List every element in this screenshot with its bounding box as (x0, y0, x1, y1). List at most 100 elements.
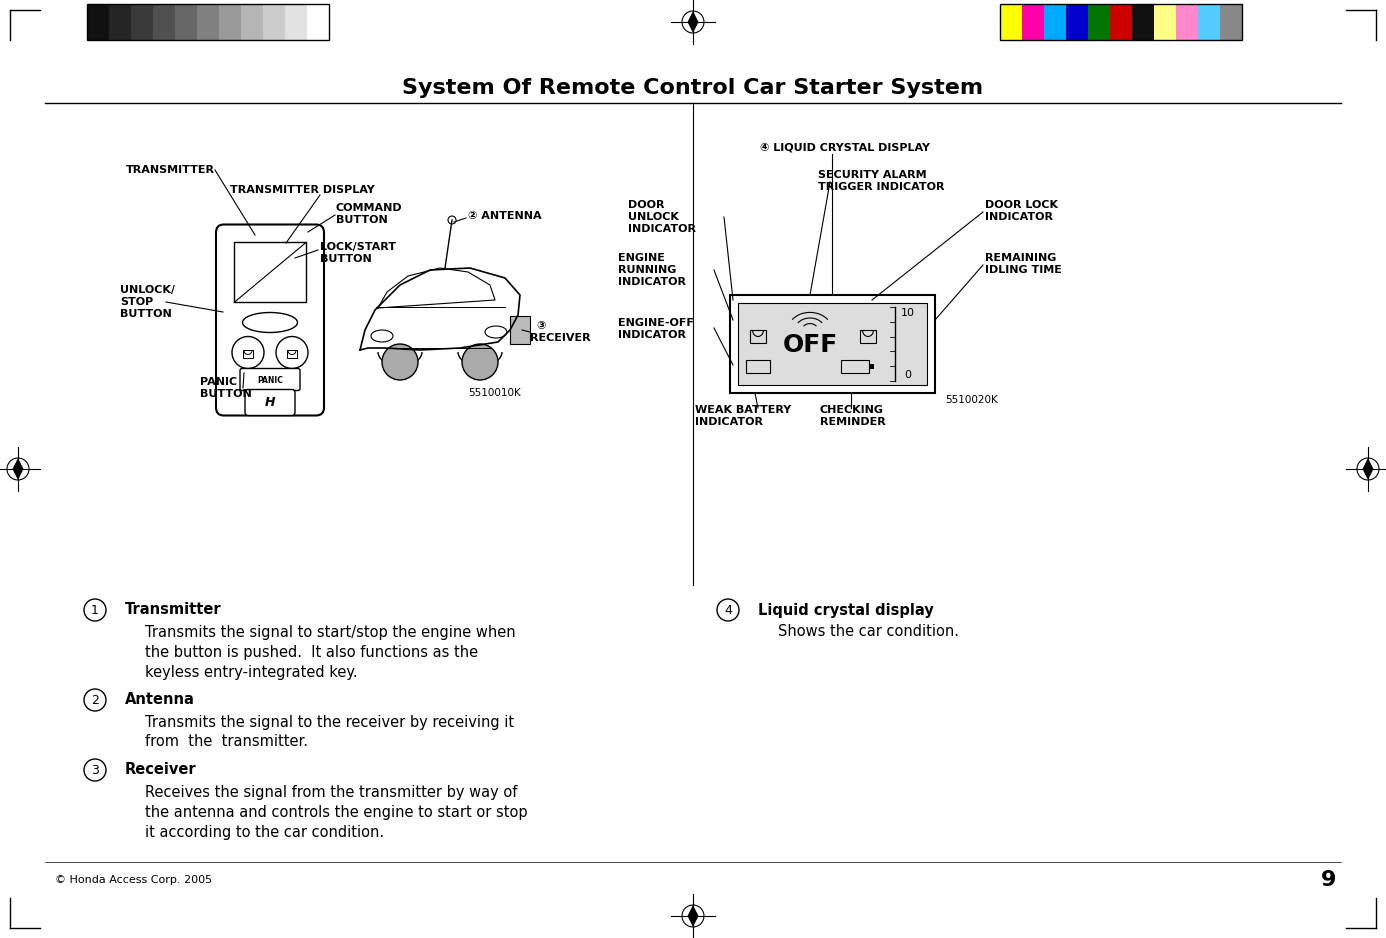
Ellipse shape (243, 312, 298, 332)
Text: IDLING TIME: IDLING TIME (985, 265, 1062, 275)
Polygon shape (687, 11, 699, 33)
Text: keyless entry-integrated key.: keyless entry-integrated key. (146, 664, 358, 679)
Text: BUTTON: BUTTON (121, 309, 172, 319)
Text: 3: 3 (91, 764, 98, 777)
Text: SECURITY ALARM: SECURITY ALARM (818, 170, 927, 180)
Text: ④ LIQUID CRYSTAL DISPLAY: ④ LIQUID CRYSTAL DISPLAY (760, 143, 930, 153)
FancyBboxPatch shape (240, 369, 299, 390)
Circle shape (448, 216, 456, 224)
Bar (1001, 4, 1021, 40)
Text: Shows the car condition.: Shows the car condition. (778, 625, 959, 640)
Text: RECEIVER: RECEIVER (529, 333, 590, 343)
Text: UNLOCK/: UNLOCK/ (121, 285, 175, 295)
Text: ③: ③ (536, 321, 545, 331)
Text: 9: 9 (1321, 870, 1336, 890)
Bar (1066, 4, 1088, 40)
Text: DOOR: DOOR (628, 200, 664, 210)
Circle shape (85, 759, 105, 781)
Text: the antenna and controls the engine to start or stop: the antenna and controls the engine to s… (146, 805, 528, 820)
Bar (109, 4, 132, 40)
Text: TRIGGER INDICATOR: TRIGGER INDICATOR (818, 182, 944, 192)
Text: 4: 4 (723, 603, 732, 616)
Text: 2: 2 (91, 693, 98, 706)
Text: Receives the signal from the transmitter by way of: Receives the signal from the transmitter… (146, 784, 517, 799)
Bar (1155, 4, 1175, 40)
Bar (197, 4, 219, 40)
Ellipse shape (485, 326, 507, 338)
Text: ENGINE: ENGINE (618, 253, 665, 263)
Bar (87, 4, 328, 40)
Text: TRANSMITTER: TRANSMITTER (126, 165, 215, 175)
Bar (859, 330, 876, 343)
Text: Liquid crystal display: Liquid crystal display (758, 602, 934, 617)
Bar (1021, 4, 1044, 40)
Text: Antenna: Antenna (125, 692, 195, 707)
Text: ② ANTENNA: ② ANTENNA (468, 211, 542, 221)
Bar (1220, 4, 1242, 40)
Circle shape (85, 689, 105, 711)
Text: 10: 10 (901, 308, 915, 318)
Text: DOOR LOCK: DOOR LOCK (985, 200, 1058, 210)
Text: the button is pushed.  It also functions as the: the button is pushed. It also functions … (146, 644, 478, 659)
Text: PANIC: PANIC (256, 376, 283, 385)
Bar (241, 4, 263, 40)
Bar (869, 364, 875, 369)
Bar (737, 303, 927, 385)
Text: 1: 1 (91, 603, 98, 616)
Bar (286, 4, 308, 40)
Text: INDICATOR: INDICATOR (694, 417, 764, 427)
Text: System Of Remote Control Car Starter System: System Of Remote Control Car Starter Sys… (402, 78, 984, 98)
Circle shape (383, 344, 419, 380)
Text: PANIC: PANIC (200, 377, 237, 387)
Text: RUNNING: RUNNING (618, 265, 676, 275)
Text: STOP: STOP (121, 297, 154, 307)
Polygon shape (12, 458, 24, 480)
Bar (841, 360, 869, 373)
Polygon shape (1362, 458, 1374, 480)
Text: INDICATOR: INDICATOR (985, 212, 1053, 222)
Circle shape (717, 599, 739, 621)
FancyBboxPatch shape (216, 224, 324, 416)
Bar (308, 4, 328, 40)
Text: REMINDER: REMINDER (821, 417, 886, 427)
Bar (219, 4, 241, 40)
Bar (510, 316, 529, 344)
Text: 5510020K: 5510020K (945, 395, 998, 405)
Text: BUTTON: BUTTON (335, 215, 388, 225)
Ellipse shape (371, 330, 394, 342)
Circle shape (462, 344, 498, 380)
Bar (152, 4, 175, 40)
Text: INDICATOR: INDICATOR (628, 224, 696, 234)
Text: OFF: OFF (782, 333, 837, 357)
FancyBboxPatch shape (245, 389, 295, 416)
Circle shape (231, 337, 263, 369)
Polygon shape (687, 905, 699, 927)
Text: from  the  transmitter.: from the transmitter. (146, 734, 308, 749)
Bar (1198, 4, 1220, 40)
Text: INDICATOR: INDICATOR (618, 277, 686, 287)
Text: REMAINING: REMAINING (985, 253, 1056, 263)
Text: COMMAND: COMMAND (335, 203, 402, 213)
Bar (1044, 4, 1066, 40)
Bar (87, 4, 109, 40)
Text: BUTTON: BUTTON (320, 254, 371, 264)
Text: Transmitter: Transmitter (125, 602, 222, 617)
Text: Transmits the signal to the receiver by receiving it: Transmits the signal to the receiver by … (146, 715, 514, 730)
Bar (750, 330, 766, 343)
Bar (287, 351, 297, 358)
Bar (1175, 4, 1198, 40)
Text: LOCK/START: LOCK/START (320, 242, 396, 252)
Text: BUTTON: BUTTON (200, 389, 252, 399)
Bar (263, 4, 286, 40)
Bar (730, 295, 936, 393)
Bar (746, 360, 771, 373)
Text: ENGINE-OFF: ENGINE-OFF (618, 318, 694, 328)
Text: © Honda Access Corp. 2005: © Honda Access Corp. 2005 (55, 875, 212, 885)
Bar (1110, 4, 1132, 40)
Text: WEAK BATTERY: WEAK BATTERY (694, 405, 791, 415)
Text: UNLOCK: UNLOCK (628, 212, 679, 222)
Text: Transmits the signal to start/stop the engine when: Transmits the signal to start/stop the e… (146, 625, 516, 640)
Text: it according to the car condition.: it according to the car condition. (146, 825, 384, 840)
Text: H: H (265, 396, 276, 409)
Text: TRANSMITTER DISPLAY: TRANSMITTER DISPLAY (230, 185, 374, 195)
